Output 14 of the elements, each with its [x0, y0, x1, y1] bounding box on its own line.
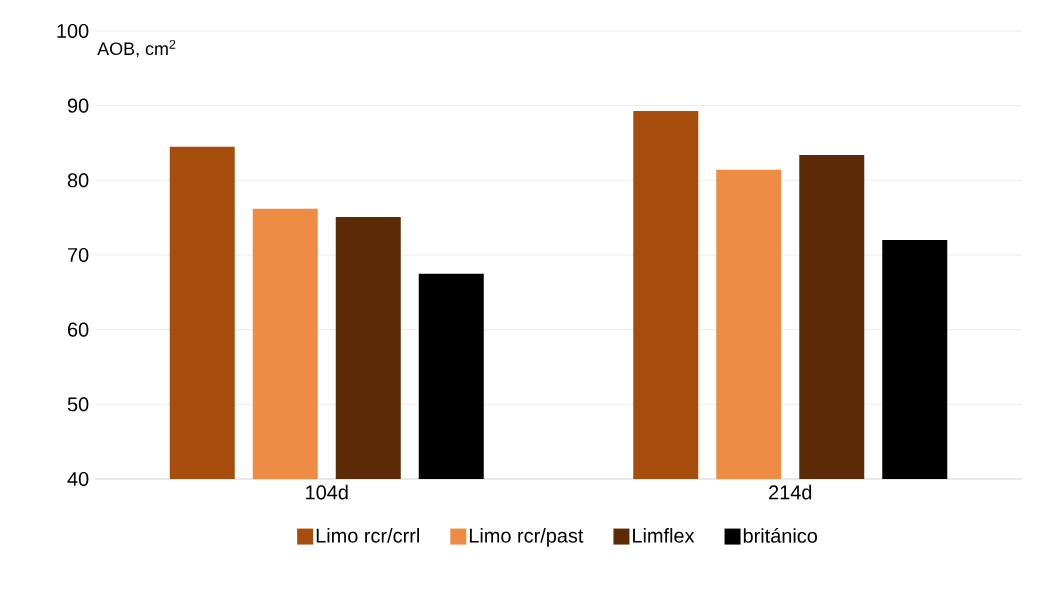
y-tick-label: 100 — [57, 23, 89, 39]
y-tick-label: 90 — [67, 98, 89, 113]
y-axis-title: AOB, cm$^{2}$ — [97, 39, 176, 58]
y-tick-label: 80 — [67, 173, 89, 188]
x-tick-label: 214d — [769, 484, 812, 500]
x-tick-label: 104d — [306, 484, 348, 500]
legend-label: Limo rcr/crrl — [316, 528, 419, 543]
y-tick-label: 60 — [68, 322, 89, 337]
legend-label: Limflex — [633, 528, 695, 543]
y-tick-label: 50 — [67, 397, 89, 412]
legend-label: Limo rcr/past — [469, 528, 584, 547]
y-tick-label: 70 — [68, 247, 89, 263]
legend-label: británico — [743, 527, 817, 543]
y-tick-label: 40 — [67, 471, 89, 487]
